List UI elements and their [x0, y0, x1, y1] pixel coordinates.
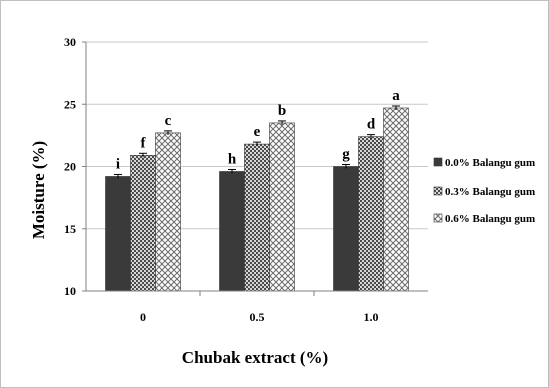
y-tick-label: 15	[64, 222, 76, 236]
y-tick-label: 30	[64, 35, 76, 49]
legend-label: 0.3% Balangu gum	[445, 186, 535, 198]
y-tick-label: 20	[64, 160, 76, 174]
y-tick-label: 25	[64, 97, 76, 111]
legend-swatch	[433, 186, 443, 196]
y-tick-label: 10	[64, 284, 76, 298]
bar	[244, 143, 270, 292]
significance-letter: f	[141, 135, 147, 151]
significance-letter: c	[165, 113, 172, 129]
significance-letter: a	[392, 88, 400, 104]
legend-swatch	[433, 157, 443, 167]
bar	[105, 176, 131, 292]
bar	[383, 107, 409, 292]
bar	[130, 154, 156, 292]
bar	[219, 171, 245, 292]
significance-letter: d	[367, 117, 376, 133]
legend-swatch	[433, 213, 443, 223]
bar	[155, 132, 181, 292]
x-tick-label: 1.0	[364, 310, 379, 324]
significance-letter: e	[254, 124, 261, 140]
significance-letter: h	[228, 151, 237, 167]
significance-letter: i	[116, 156, 120, 172]
bar	[333, 166, 359, 292]
legend-label: 0.6% Balangu gum	[445, 213, 535, 225]
significance-letter: g	[342, 147, 350, 163]
x-tick-label: 0.5	[250, 310, 265, 324]
bar	[269, 122, 295, 292]
x-axis-title: Chubak extract (%)	[182, 348, 328, 367]
bar	[358, 136, 384, 292]
y-axis-title: Moisture (%)	[29, 141, 48, 239]
legend-label: 0.0% Balangu gum	[445, 157, 535, 169]
x-tick-label: 0	[140, 310, 146, 324]
significance-letter: b	[278, 103, 286, 119]
